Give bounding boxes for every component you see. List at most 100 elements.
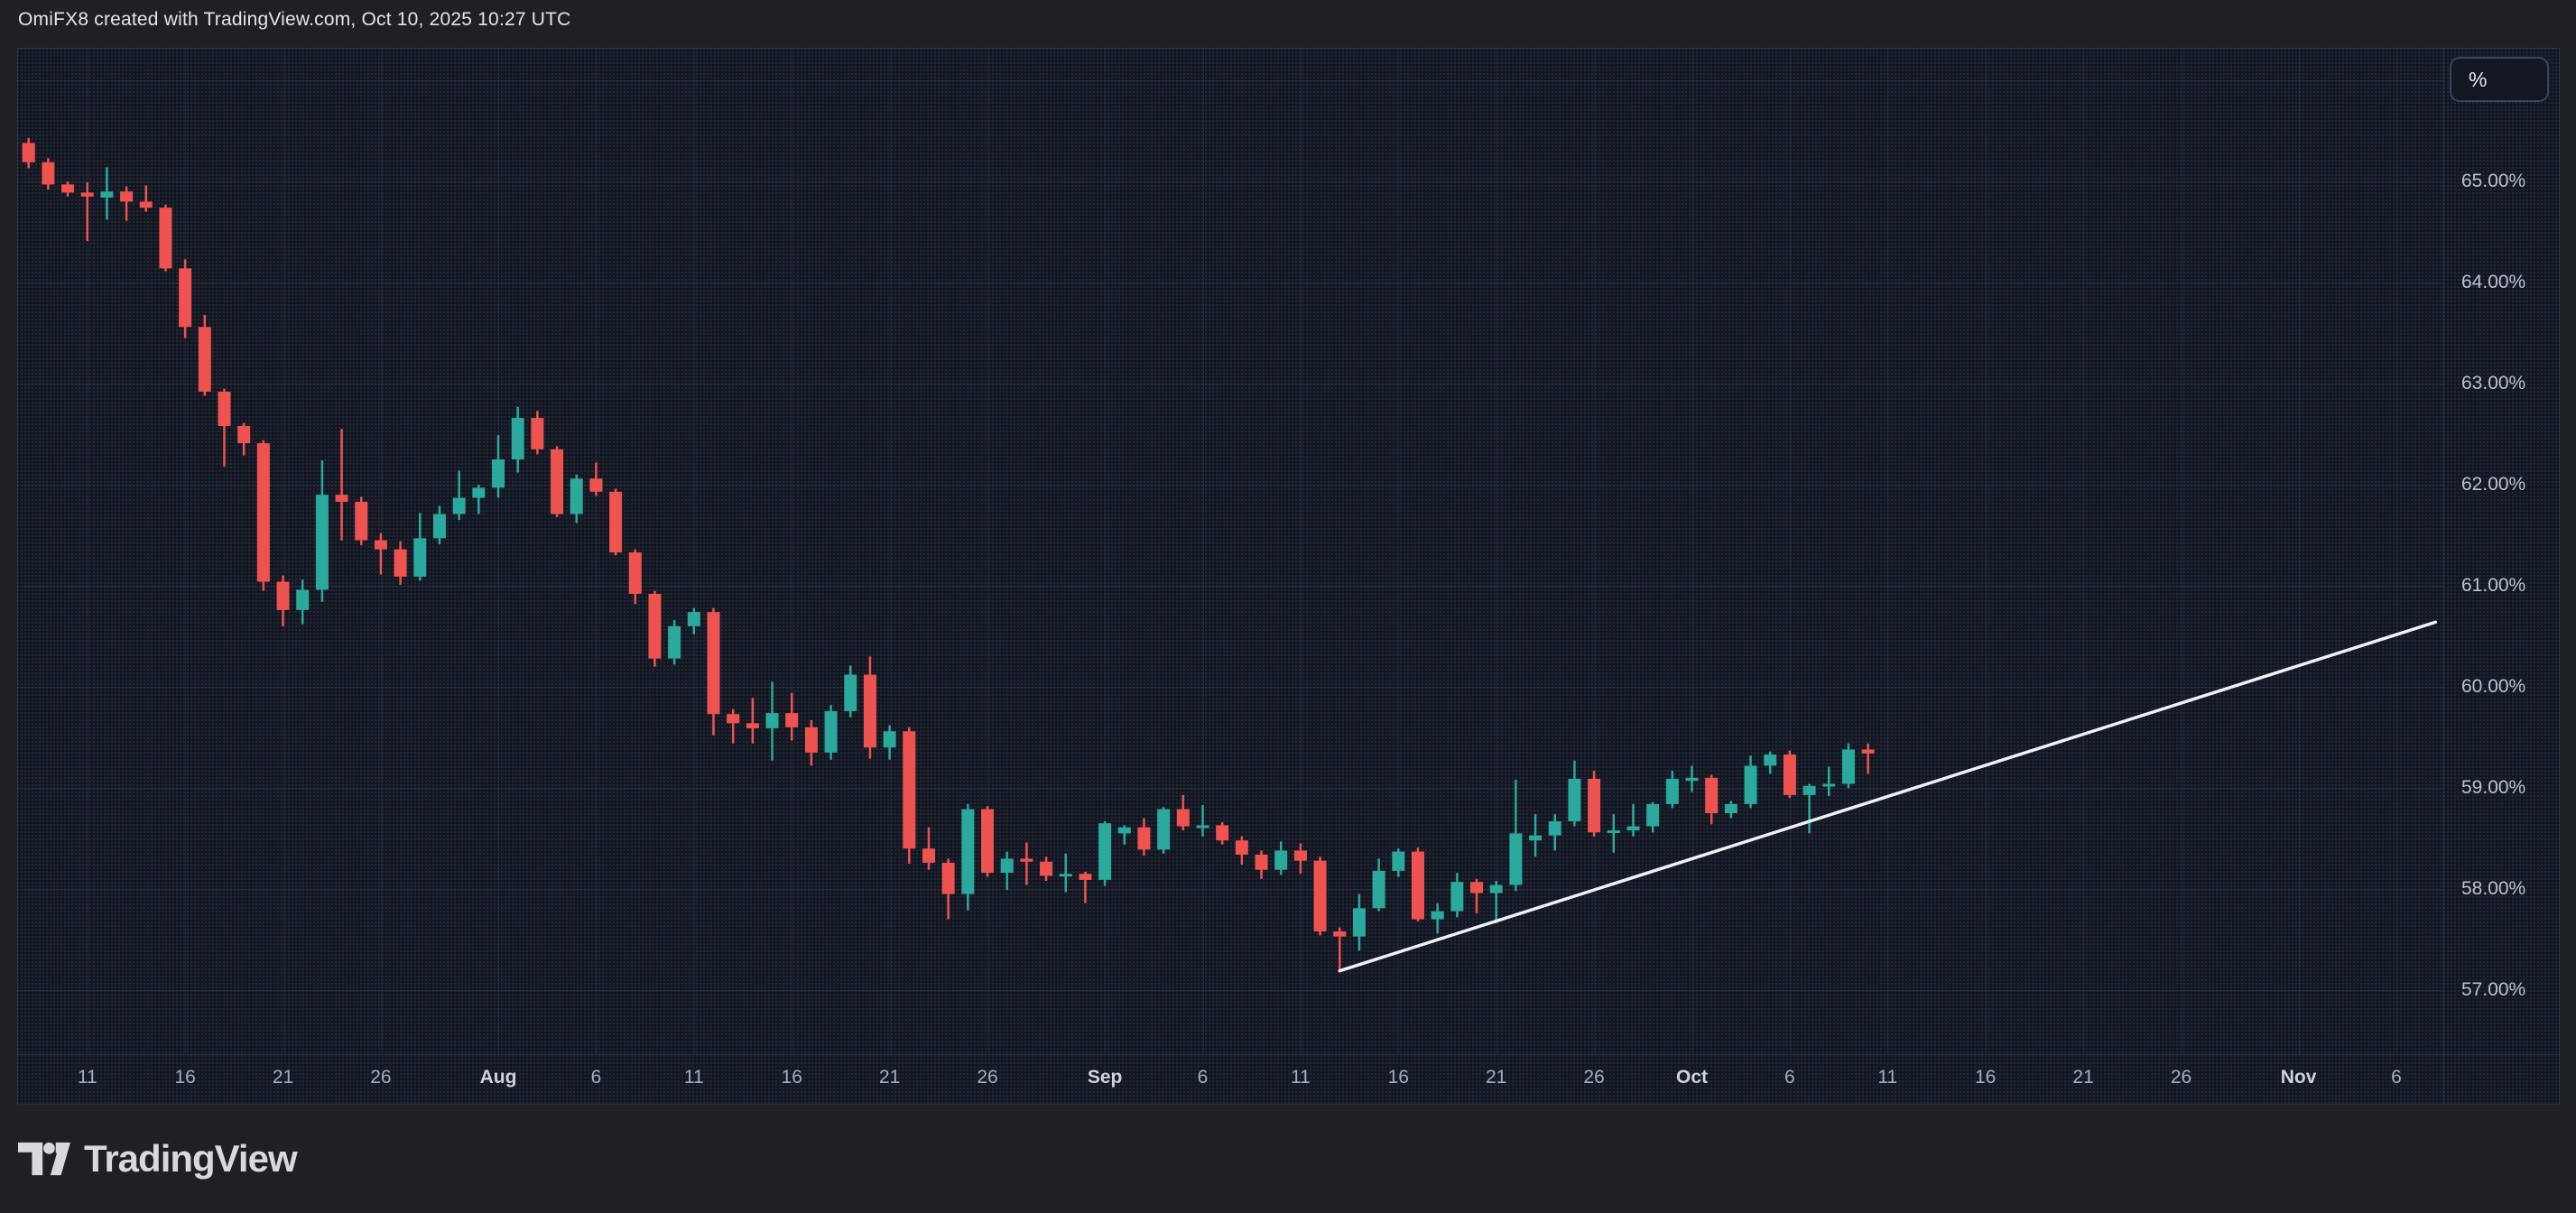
candle-body	[374, 540, 387, 550]
candle-body	[883, 731, 896, 748]
time-tick-label: 26	[370, 1067, 392, 1088]
candle-body	[1529, 835, 1543, 841]
chart-container: % 65.00% 64.00% 63.00% 62.00% 61.00% 60.00% 59…	[17, 48, 2560, 1105]
candle-body	[276, 581, 290, 610]
time-tick-label: 21	[878, 1067, 901, 1088]
candle-body	[707, 612, 720, 715]
candle-body	[1196, 825, 1209, 829]
candle-body	[1685, 777, 1699, 782]
footer: TradingView	[0, 1105, 2576, 1213]
candle-body	[1333, 931, 1347, 937]
tradingview-wordmark[interactable]: TradingView	[84, 1137, 298, 1180]
price-axis[interactable]: % 65.00% 64.00% 63.00% 62.00% 61.00% 60.00% 59…	[2444, 48, 2560, 1105]
candle-body	[100, 191, 114, 198]
time-tick-label: 6	[590, 1067, 602, 1088]
candle-body	[120, 191, 134, 202]
candle-body	[687, 612, 700, 626]
candle-body	[1450, 882, 1464, 912]
candle-body	[1020, 858, 1033, 862]
candle-body	[785, 713, 799, 727]
candle-body	[1588, 778, 1601, 833]
candle-body	[941, 862, 955, 894]
candle-body	[1098, 823, 1112, 880]
candle-body	[981, 809, 995, 874]
time-tick-label: 21	[1486, 1067, 1507, 1088]
trendline-drawing[interactable]	[1338, 620, 2438, 973]
candle-body	[1216, 825, 1229, 841]
candle-body	[296, 589, 310, 610]
candle-body	[1313, 860, 1327, 932]
candle-body	[394, 549, 407, 577]
candle-body	[1607, 830, 1620, 834]
price-tick-label: 57.00%	[2461, 979, 2526, 1000]
time-tick-label: 16	[174, 1067, 196, 1088]
candle-body	[1176, 809, 1190, 827]
time-tick-label: 16	[781, 1067, 802, 1088]
candle-body	[1646, 803, 1660, 827]
candle-body	[824, 710, 838, 753]
candle-body	[452, 497, 466, 514]
candle-body	[139, 201, 153, 208]
candle-body	[531, 418, 544, 449]
time-tick-label: 11	[77, 1067, 97, 1088]
candle-body	[1822, 783, 1836, 787]
candle-body	[355, 502, 368, 541]
candle-body	[179, 268, 192, 328]
candle-body	[844, 674, 857, 711]
time-tick-label: 11	[1290, 1067, 1311, 1088]
candle-body	[1509, 833, 1523, 885]
time-tick-label: 26	[2170, 1067, 2192, 1088]
candle-body	[218, 391, 231, 427]
candle-body	[1470, 882, 1484, 894]
chart-frame-border	[17, 48, 2560, 1105]
candle-body	[551, 449, 564, 514]
percent-unit-button[interactable]: %	[2450, 57, 2549, 102]
percent-unit-label: %	[2469, 67, 2488, 91]
candle-body	[1274, 850, 1288, 870]
candle-body	[1411, 851, 1424, 920]
candle-body	[570, 478, 583, 514]
candle-body	[1705, 777, 1719, 813]
candle-body	[1352, 908, 1366, 937]
candle-body	[1626, 826, 1640, 831]
time-tick-label: 21	[272, 1067, 294, 1088]
candle-body	[1724, 803, 1737, 813]
candle-body	[1861, 749, 1875, 754]
time-axis[interactable]: 11 16 21 26 Aug 6 11 16 21 26 Sep 6 11 16 21 26 Oct 6 11 16…	[17, 1055, 2444, 1105]
candle-body	[727, 714, 740, 724]
time-tick-label: 16	[1975, 1067, 1997, 1088]
price-tick-label: 60.00%	[2461, 676, 2526, 697]
tradingview-logo-icon[interactable]	[18, 1141, 70, 1177]
candle-body	[1764, 755, 1777, 766]
candle-body	[922, 848, 935, 863]
candle-body	[1568, 778, 1581, 821]
time-tick-label-month: Oct	[1675, 1067, 1709, 1088]
candlestick-plot[interactable]	[17, 48, 2560, 1105]
candle-body	[1841, 749, 1855, 784]
candle-body	[1665, 778, 1679, 804]
candle-body	[1059, 874, 1072, 877]
chart-title: OmiFX8 created with TradingView.com, Oct…	[18, 9, 571, 30]
candle-body	[1802, 785, 1816, 795]
candle-body	[1372, 870, 1385, 909]
candle-body	[335, 495, 348, 503]
candle-body	[863, 674, 876, 748]
price-tick-label: 58.00%	[2461, 878, 2526, 899]
candle-body	[765, 713, 779, 728]
time-tick-label: 6	[2391, 1067, 2402, 1088]
candle-body	[1137, 827, 1151, 850]
chart-header: OmiFX8 created with TradingView.com, Oct…	[0, 0, 2576, 40]
candle-body	[159, 208, 172, 269]
candle-body	[492, 459, 505, 488]
candle-body	[1117, 827, 1131, 834]
time-tick-label: 21	[2072, 1067, 2094, 1088]
price-tick-label: 65.00%	[2461, 171, 2526, 191]
candle-body	[432, 514, 446, 539]
candle-body	[746, 723, 759, 728]
candle-body	[315, 495, 329, 590]
candle-body	[1783, 755, 1796, 795]
candle-body	[80, 192, 94, 197]
candle-body	[961, 809, 975, 894]
candle-body	[609, 491, 623, 553]
